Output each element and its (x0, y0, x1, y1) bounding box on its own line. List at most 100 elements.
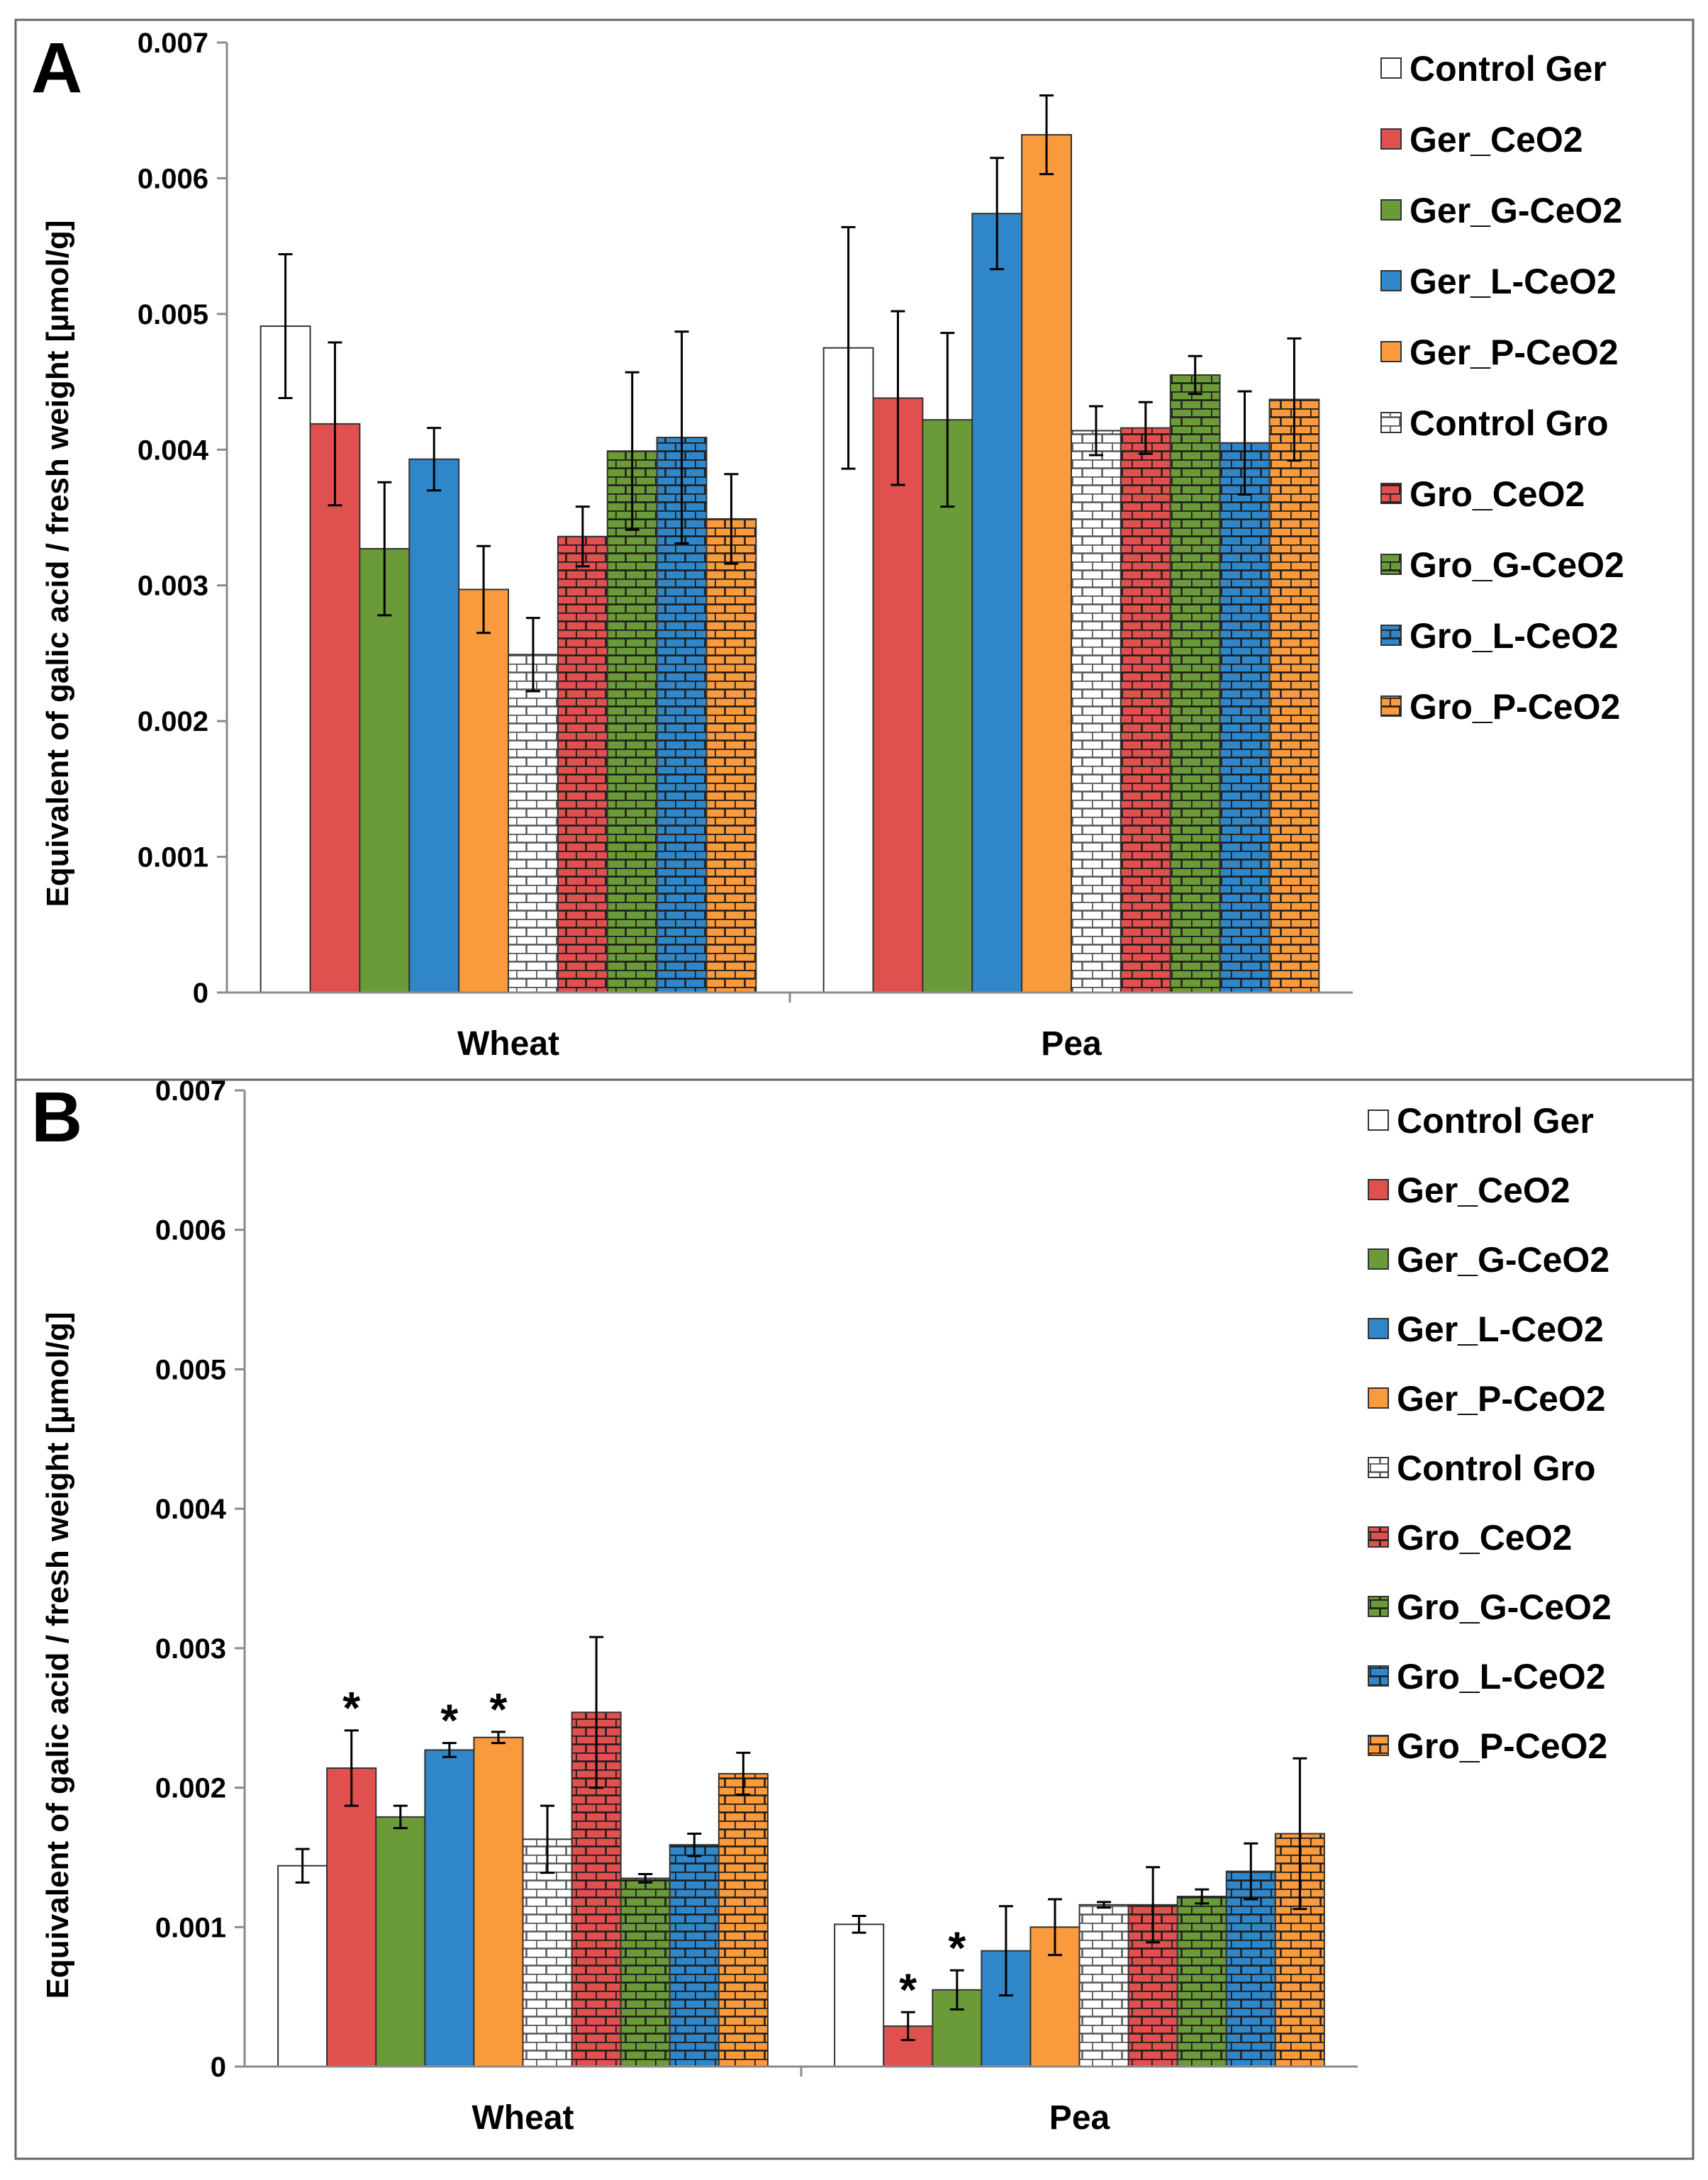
panel-a-legend-label: Gro_L-CeO2 (1410, 616, 1619, 656)
panel-a-legend-swatch (1380, 199, 1402, 220)
panel-b-error-bar-pea-ger-l-ceo2 (998, 1905, 1013, 1997)
panel-a-legend-label: Ger_L-CeO2 (1410, 262, 1617, 301)
panel-a-y-tick-label: 0 (193, 978, 208, 1009)
panel-b-legend-item-control-gro: Control Gro (1368, 1448, 1596, 1488)
panel-a-error-bar-wheat-control-gro (525, 617, 540, 693)
panel-a-legend-label: Gro_CeO2 (1410, 474, 1585, 514)
panel-b-legend-swatch (1368, 1387, 1389, 1409)
panel-b-significance-marker: * (490, 1684, 508, 1735)
panel-a-error-bar-pea-gro-p-ceo2 (1287, 337, 1302, 462)
panel-a-error-bar-wheat-gro-g-ceo2 (625, 371, 640, 531)
panel-b-legend-swatch (1368, 1526, 1389, 1548)
panel-b-bar-pea-control-gro (1078, 1904, 1129, 2068)
panel-b-bar-wheat-ger-p-ceo2 (473, 1736, 524, 2068)
panel-a-legend-item-gro-p-ceo2: Gro_P-CeO2 (1380, 687, 1620, 727)
panel-a-bar-pea-control-gro (1071, 430, 1122, 993)
panel-a-bar-wheat-ger-l-ceo2 (408, 458, 460, 993)
panel-b-legend-label: Ger_G-CeO2 (1397, 1240, 1609, 1280)
panel-b-legend-item-ger-g-ceo2: Ger_G-CeO2 (1368, 1240, 1609, 1280)
panel-a-y-tick-label: 0.002 (138, 706, 208, 737)
panel-a-legend-swatch (1380, 57, 1402, 79)
panel-a-error-bar-pea-gro-l-ceo2 (1237, 390, 1252, 496)
panel-b-y-tick-label: 0.006 (155, 1215, 226, 1246)
panel-b-error-bar-pea-control-ger (852, 1915, 866, 1934)
panel-b-significance-marker: * (899, 1964, 917, 2015)
panel-b-error-bar-pea-gro-g-ceo2 (1195, 1888, 1210, 1905)
panel-b-bar-pea-control-ger (834, 1923, 885, 2067)
panel-b-error-bar-wheat-gro-l-ceo2 (687, 1832, 702, 1857)
panel-a-error-bar-pea-gro-ceo2 (1138, 401, 1153, 455)
panel-b-error-bar-pea-ger-g-ceo2 (949, 1969, 964, 2011)
panel-b-legend-label: Control Ger (1397, 1101, 1594, 1141)
panel-b-y-axis-label: Equivalent of galic acid / fresh weight … (40, 1312, 75, 1999)
panel-b-legend-item-gro-l-ceo2: Gro_L-CeO2 (1368, 1657, 1606, 1697)
panel-a-bar-pea-gro-ceo2 (1120, 427, 1171, 993)
panel-a-category-label-wheat: Wheat (457, 1025, 559, 1063)
panel-b-bar-pea-gro-g-ceo2 (1176, 1896, 1227, 2067)
panel-b-error-bar-wheat-control-ger (295, 1848, 310, 1884)
panel-a-error-bar-pea-ger-ceo2 (891, 310, 905, 486)
panel-a-error-bar-pea-ger-g-ceo2 (940, 332, 955, 508)
panel-b-legend-label: Ger_P-CeO2 (1397, 1379, 1606, 1419)
panel-b-legend-swatch (1368, 1179, 1389, 1200)
panel-a-legend-item-gro-ceo2: Gro_CeO2 (1380, 474, 1585, 514)
panel-b-error-bar-wheat-gro-ceo2 (589, 1636, 604, 1789)
panel-a-error-bar-wheat-ger-ceo2 (328, 341, 342, 507)
panel-b-legend-label: Ger_L-CeO2 (1397, 1309, 1604, 1349)
panel-b-significance-marker: * (440, 1695, 458, 1746)
panel-b-error-bar-pea-gro-p-ceo2 (1293, 1757, 1307, 1911)
panel-a-y-tick-label: 0.007 (138, 28, 208, 59)
panel-b-legend-label: Ger_CeO2 (1397, 1170, 1570, 1210)
panel-b-legend-item-ger-l-ceo2: Ger_L-CeO2 (1368, 1309, 1604, 1349)
panel-b-legend-swatch (1368, 1318, 1389, 1339)
panel-a-bar-pea-ger-ceo2 (872, 397, 924, 993)
panel-b-bar-wheat-ger-ceo2 (326, 1767, 377, 2068)
panel-a-y-tick-label: 0.006 (138, 163, 208, 194)
panel-b-legend-swatch (1368, 1457, 1389, 1478)
panel-b-error-bar-pea-control-gro (1097, 1901, 1112, 1909)
panel-b-error-bar-wheat-gro-p-ceo2 (736, 1751, 751, 1796)
panel-b-y-tick-label: 0.007 (155, 1075, 226, 1107)
panel-b-bar-wheat-gro-g-ceo2 (620, 1877, 671, 2068)
panel-b-legend-label: Control Gro (1397, 1448, 1596, 1488)
panel-a-error-bar-wheat-ger-p-ceo2 (476, 544, 491, 635)
panel-b-legend-swatch (1368, 1735, 1389, 1756)
panel-a-error-bar-pea-ger-p-ceo2 (1039, 94, 1054, 176)
panel-a-category-label-pea: Pea (1041, 1025, 1102, 1063)
panel-b-legend-swatch (1368, 1248, 1389, 1270)
panel-a-error-bar-pea-control-ger (841, 225, 856, 470)
panel-a-y-axis-label: Equivalent of galic acid / fresh weight … (40, 220, 75, 907)
panel-a-error-bar-wheat-ger-g-ceo2 (377, 481, 392, 617)
panel-a-bar-wheat-ger-ceo2 (309, 423, 361, 993)
panel-b-legend-label: Gro_G-CeO2 (1397, 1587, 1612, 1627)
panel-b-error-bar-pea-gro-l-ceo2 (1244, 1842, 1258, 1901)
panel-b-legend-swatch (1368, 1596, 1389, 1617)
panel-a-error-bar-pea-ger-l-ceo2 (990, 157, 1005, 271)
panel-a-legend-label: Ger_G-CeO2 (1410, 191, 1622, 230)
panel-a-legend-label: Control Ger (1410, 49, 1607, 89)
panel-b-error-bar-wheat-ger-p-ceo2 (491, 1731, 506, 1745)
panel-b-error-bar-pea-gro-ceo2 (1146, 1866, 1161, 1944)
panel-b-legend-label: Gro_P-CeO2 (1397, 1726, 1607, 1766)
panel-a: A Equivalent of galic acid / fresh weigh… (14, 18, 1695, 1081)
panel-b-significance-marker: * (342, 1682, 360, 1733)
panel-b-legend-item-gro-ceo2: Gro_CeO2 (1368, 1518, 1572, 1558)
panel-a-legend-swatch (1380, 270, 1402, 291)
panel-b-label: B (31, 1078, 82, 1157)
panel-a-legend-label: Ger_CeO2 (1410, 120, 1583, 160)
panel-a-y-tick-label: 0.001 (138, 842, 208, 873)
panel-a-bar-pea-ger-l-ceo2 (971, 213, 1023, 994)
panel-a-legend-label: Gro_G-CeO2 (1410, 545, 1624, 585)
panel-a-legend-swatch (1380, 128, 1402, 150)
panel-b-legend-label: Gro_CeO2 (1397, 1518, 1572, 1558)
panel-a-legend-label: Gro_P-CeO2 (1410, 687, 1620, 727)
panel-a-y-tick-label: 0.003 (138, 571, 208, 602)
panel-a-legend-swatch (1380, 412, 1402, 433)
panel-b-y-tick-label: 0.004 (155, 1494, 227, 1525)
panel-a-legend-swatch (1380, 695, 1402, 717)
panel-a-bar-wheat-gro-p-ceo2 (705, 518, 757, 993)
panel-a-bar-wheat-gro-ceo2 (557, 535, 608, 993)
panel-a-bar-pea-gro-l-ceo2 (1219, 442, 1271, 993)
panel-b-legend-item-ger-p-ceo2: Ger_P-CeO2 (1368, 1379, 1606, 1419)
panel-b-error-bar-wheat-ger-ceo2 (344, 1729, 359, 1807)
